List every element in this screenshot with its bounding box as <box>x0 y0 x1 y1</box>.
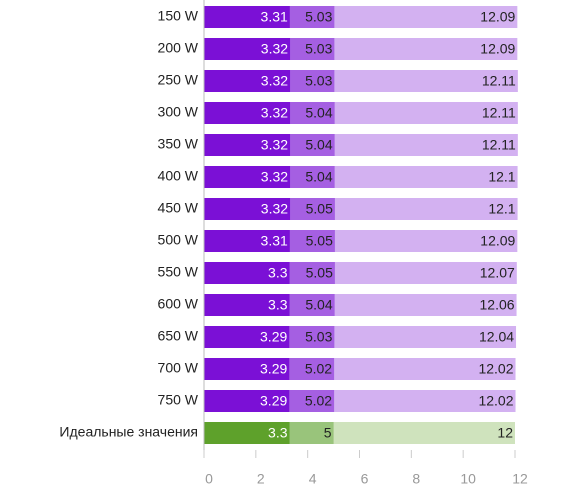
value-label: 5.03 <box>305 9 332 25</box>
bar <box>204 70 291 92</box>
bar <box>204 358 290 380</box>
category-label: 200 W <box>158 40 199 56</box>
category-label: 150 W <box>158 8 199 24</box>
value-label: 3.31 <box>261 233 288 249</box>
value-label: 12.09 <box>480 233 515 249</box>
value-label: 5.05 <box>306 201 333 217</box>
value-label: 5.04 <box>305 169 332 185</box>
bar <box>204 294 290 316</box>
value-label: 5.05 <box>306 265 333 281</box>
x-tick-label: 12 <box>512 471 528 487</box>
value-label: 3.32 <box>261 73 288 89</box>
value-label: 12.09 <box>480 41 515 57</box>
category-label: 500 W <box>158 232 199 248</box>
x-tick-label: 4 <box>309 471 317 487</box>
bar <box>204 422 290 444</box>
value-label: 3.32 <box>261 201 288 217</box>
bar <box>204 134 291 156</box>
value-label: 3.32 <box>261 137 288 153</box>
x-tick-label: 2 <box>257 471 265 487</box>
value-label: 12.04 <box>479 329 514 345</box>
x-tick-label: 10 <box>460 471 476 487</box>
value-label: 5 <box>324 425 332 441</box>
value-label: 12 <box>497 425 513 441</box>
category-label: 700 W <box>158 360 199 376</box>
value-label: 5.02 <box>305 361 332 377</box>
value-label: 5.02 <box>305 393 332 409</box>
value-label: 3.31 <box>261 9 288 25</box>
bar <box>204 102 291 124</box>
category-label: 450 W <box>158 200 199 216</box>
category-label: 550 W <box>158 264 199 280</box>
bar <box>204 326 290 348</box>
bar <box>204 198 291 220</box>
category-label: 300 W <box>158 104 199 120</box>
value-label: 12.11 <box>482 105 516 121</box>
value-label: 3.29 <box>260 393 287 409</box>
value-label: 12.02 <box>478 361 513 377</box>
category-label: 350 W <box>158 136 199 152</box>
value-label: 12.07 <box>480 265 515 281</box>
value-label: 12.09 <box>480 9 515 25</box>
value-label: 3.3 <box>268 265 288 281</box>
value-label: 5.04 <box>305 297 332 313</box>
value-label: 3.32 <box>261 169 288 185</box>
value-label: 12.06 <box>480 297 515 313</box>
value-label: 3.29 <box>260 329 287 345</box>
value-label: 5.03 <box>305 73 332 89</box>
value-label: 5.04 <box>305 137 332 153</box>
value-label: 12.1 <box>488 169 515 185</box>
bar <box>204 166 291 188</box>
x-tick-label: 0 <box>205 471 213 487</box>
category-label: 650 W <box>158 328 199 344</box>
category-label: 250 W <box>158 72 199 88</box>
category-label: 750 W <box>158 392 199 408</box>
value-label: 3.32 <box>261 41 288 57</box>
category-label: 400 W <box>158 168 199 184</box>
category-label: 600 W <box>158 296 199 312</box>
category-label: Идеальные значения <box>59 424 198 440</box>
value-label: 3.29 <box>260 361 287 377</box>
value-label: 12.02 <box>478 393 513 409</box>
bar <box>204 230 290 252</box>
bar <box>204 38 291 60</box>
bar <box>204 390 290 412</box>
value-label: 3.3 <box>268 425 288 441</box>
value-label: 12.11 <box>482 73 516 89</box>
bar <box>204 262 290 284</box>
value-label: 3.3 <box>268 297 288 313</box>
value-label: 3.32 <box>261 105 288 121</box>
value-label: 12.1 <box>488 201 515 217</box>
value-label: 12.11 <box>482 137 516 153</box>
value-label: 5.03 <box>305 329 332 345</box>
value-label: 5.05 <box>306 233 333 249</box>
value-label: 5.03 <box>305 41 332 57</box>
x-tick-label: 6 <box>361 471 369 487</box>
x-tick-label: 8 <box>412 471 420 487</box>
bar <box>204 6 290 28</box>
value-label: 5.04 <box>305 105 332 121</box>
